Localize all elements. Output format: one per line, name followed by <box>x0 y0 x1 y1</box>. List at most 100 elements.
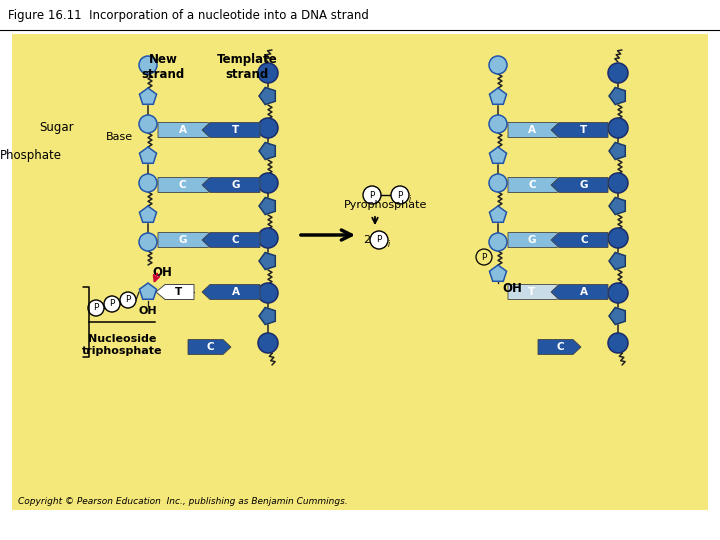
Text: P: P <box>377 235 382 245</box>
Circle shape <box>139 56 157 74</box>
Polygon shape <box>202 233 260 247</box>
Polygon shape <box>609 143 625 159</box>
Circle shape <box>608 283 628 303</box>
Polygon shape <box>202 285 260 300</box>
Text: T: T <box>175 287 182 297</box>
Circle shape <box>258 333 278 353</box>
Circle shape <box>258 118 278 138</box>
Circle shape <box>608 118 628 138</box>
Circle shape <box>120 292 136 308</box>
Polygon shape <box>551 178 608 192</box>
Circle shape <box>608 63 628 83</box>
Circle shape <box>489 233 507 251</box>
Text: C: C <box>556 342 564 352</box>
Polygon shape <box>259 198 275 214</box>
Circle shape <box>489 174 507 192</box>
Text: Template
strand: Template strand <box>217 53 277 81</box>
Text: Base: Base <box>106 132 133 142</box>
Text: G: G <box>580 180 588 190</box>
Circle shape <box>363 186 381 204</box>
Circle shape <box>88 300 104 316</box>
Text: C: C <box>580 235 588 245</box>
Polygon shape <box>259 252 275 269</box>
Polygon shape <box>508 285 565 300</box>
Polygon shape <box>188 340 231 354</box>
Text: i: i <box>388 240 390 249</box>
Polygon shape <box>538 340 581 354</box>
Polygon shape <box>140 283 156 299</box>
Text: C: C <box>232 235 239 245</box>
Polygon shape <box>202 178 260 192</box>
Circle shape <box>258 283 278 303</box>
Text: G: G <box>231 180 240 190</box>
Text: T: T <box>232 125 239 135</box>
Circle shape <box>258 228 278 248</box>
Text: P: P <box>125 295 131 305</box>
Circle shape <box>370 231 388 249</box>
Polygon shape <box>156 285 194 300</box>
Text: C: C <box>206 342 214 352</box>
Text: T: T <box>580 125 588 135</box>
Text: A: A <box>580 287 588 297</box>
Text: P: P <box>369 191 374 199</box>
Circle shape <box>489 115 507 133</box>
Polygon shape <box>259 307 275 325</box>
Circle shape <box>258 173 278 193</box>
Text: T: T <box>528 287 536 297</box>
Circle shape <box>608 333 628 353</box>
Polygon shape <box>259 87 275 105</box>
Polygon shape <box>140 88 156 104</box>
Text: Sugar: Sugar <box>40 122 74 134</box>
Circle shape <box>258 63 278 83</box>
Circle shape <box>391 186 409 204</box>
Text: Nucleoside
triphosphate: Nucleoside triphosphate <box>82 334 162 356</box>
Bar <box>12 34 708 510</box>
Polygon shape <box>551 123 608 138</box>
Polygon shape <box>140 147 156 163</box>
Polygon shape <box>609 87 625 105</box>
Circle shape <box>139 233 157 251</box>
Polygon shape <box>609 252 625 269</box>
Polygon shape <box>551 285 608 300</box>
Polygon shape <box>490 147 507 163</box>
Polygon shape <box>259 143 275 159</box>
Bar <box>0 0 720 30</box>
Text: P: P <box>481 253 487 261</box>
Polygon shape <box>508 233 565 247</box>
Polygon shape <box>609 307 625 325</box>
Polygon shape <box>551 233 608 247</box>
Text: C: C <box>528 180 536 190</box>
Text: Phosphate: Phosphate <box>0 148 62 161</box>
Polygon shape <box>158 233 216 247</box>
Circle shape <box>104 296 120 312</box>
Text: G: G <box>528 235 536 245</box>
Polygon shape <box>490 206 507 222</box>
Polygon shape <box>508 123 565 138</box>
Text: A: A <box>528 125 536 135</box>
Text: 2: 2 <box>363 235 370 245</box>
Polygon shape <box>140 206 156 222</box>
Text: i: i <box>409 195 411 204</box>
Text: G: G <box>179 235 186 245</box>
Polygon shape <box>490 265 507 281</box>
Polygon shape <box>158 178 216 192</box>
Text: OH: OH <box>139 306 157 316</box>
Circle shape <box>608 228 628 248</box>
Circle shape <box>139 174 157 192</box>
Text: Copyright © Pearson Education  Inc., publishing as Benjamin Cummings.: Copyright © Pearson Education Inc., publ… <box>18 497 348 507</box>
Polygon shape <box>158 123 216 138</box>
Text: Pyrophosphate: Pyrophosphate <box>344 200 428 210</box>
Polygon shape <box>202 123 260 138</box>
Text: A: A <box>179 125 186 135</box>
Text: New
strand: New strand <box>141 53 184 81</box>
Text: OH: OH <box>502 281 522 294</box>
Text: P: P <box>109 300 114 308</box>
Text: A: A <box>232 287 240 297</box>
Text: P: P <box>397 191 402 199</box>
Circle shape <box>608 173 628 193</box>
Polygon shape <box>508 178 565 192</box>
Circle shape <box>139 115 157 133</box>
Text: Figure 16.11  Incorporation of a nucleotide into a DNA strand: Figure 16.11 Incorporation of a nucleoti… <box>8 9 369 22</box>
Text: P: P <box>94 303 99 313</box>
Polygon shape <box>609 198 625 214</box>
